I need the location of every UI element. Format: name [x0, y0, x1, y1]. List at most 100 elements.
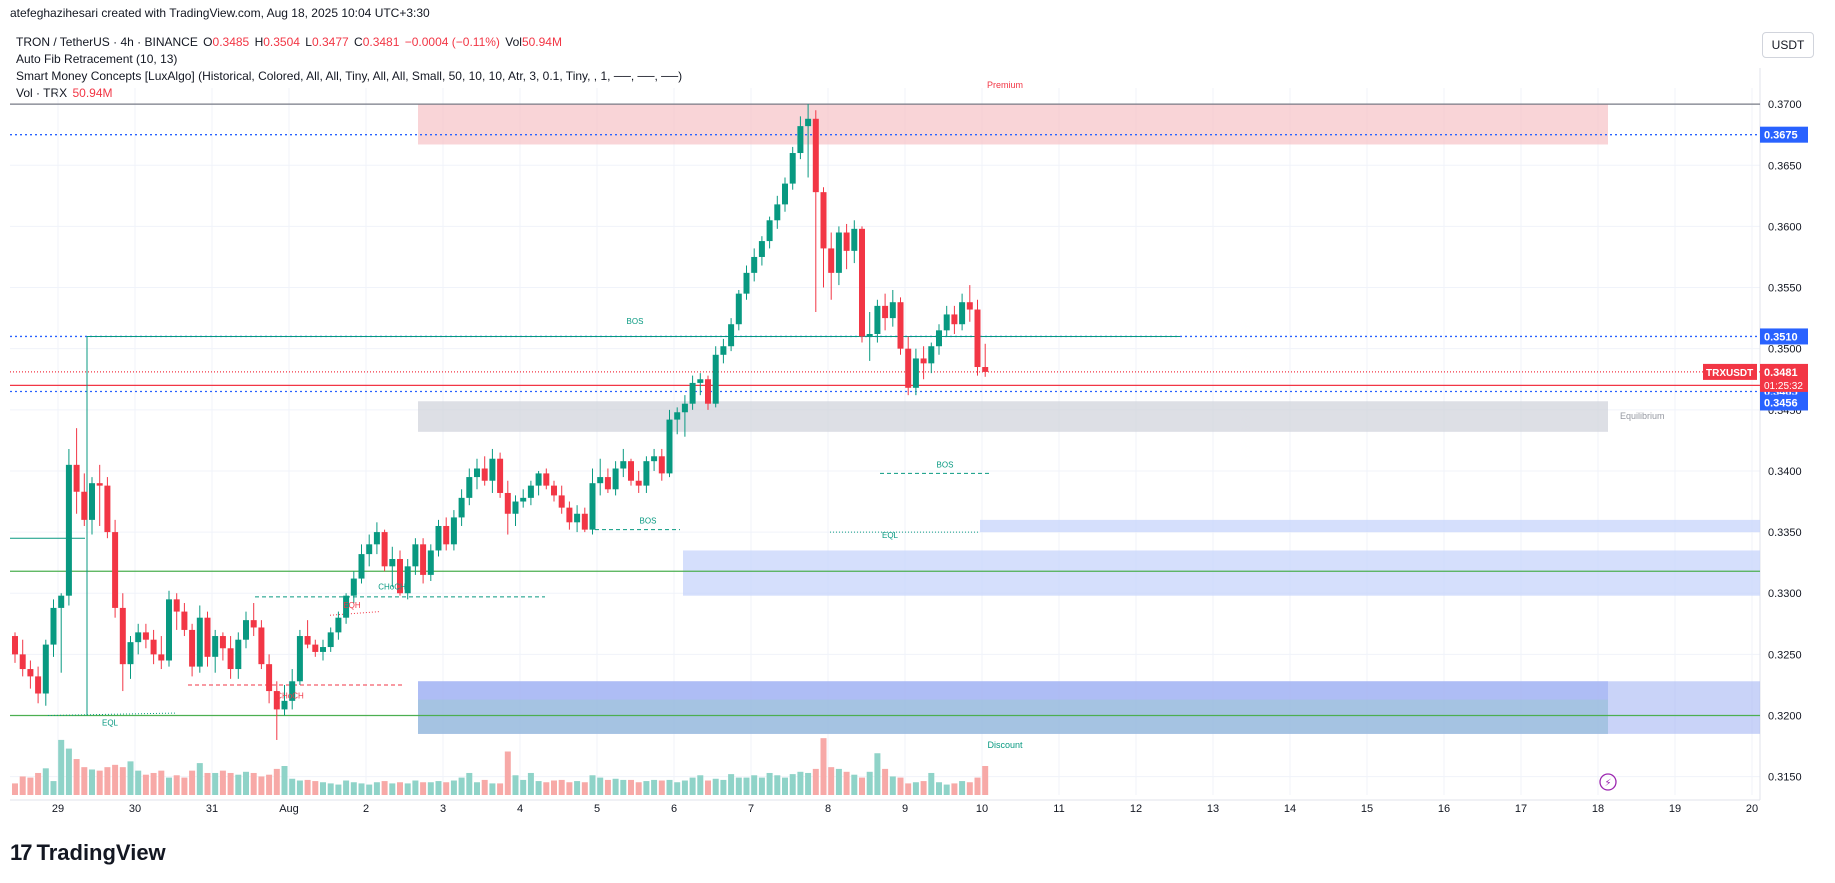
candle-body	[127, 642, 134, 665]
lightning-glyph: ⚡	[1604, 778, 1611, 789]
symbol-tag-bg	[1703, 363, 1757, 380]
volume-bar	[189, 770, 196, 795]
volume-bar	[481, 779, 488, 795]
volume-bar	[828, 767, 835, 795]
tradingview-brand[interactable]: 17 TradingView	[10, 840, 166, 866]
x-tick-label: 12	[1130, 803, 1142, 815]
volume-bar	[674, 782, 681, 795]
candle-body	[296, 636, 303, 682]
x-tick-label: 13	[1207, 803, 1219, 815]
structure-label: BOS	[640, 517, 657, 526]
candle-body	[420, 544, 427, 575]
volume-bar	[574, 781, 581, 795]
volume-bar	[758, 777, 765, 795]
candle-body	[112, 532, 119, 608]
volume-bar	[743, 777, 750, 795]
candle-body	[597, 477, 604, 484]
candle-body	[158, 654, 165, 661]
y-tick-label: 0.3650	[1768, 160, 1802, 172]
volume-bar	[458, 777, 465, 795]
volume-bar	[720, 779, 727, 795]
y-tick-label: 0.3300	[1768, 588, 1802, 600]
volume-bar	[589, 775, 596, 795]
x-tick-label: 17	[1515, 803, 1527, 815]
candle-body	[389, 558, 396, 567]
high-label: H	[254, 35, 264, 49]
volume-bar	[320, 782, 326, 795]
candle-body	[35, 676, 42, 694]
volume-bar	[543, 782, 550, 795]
volume-bar	[181, 777, 188, 795]
volume-bar	[104, 767, 111, 795]
y-tick-label: 0.3500	[1768, 344, 1802, 356]
volume-bar	[373, 782, 380, 795]
volume-bar	[227, 772, 234, 795]
vol-label: Vol	[505, 35, 522, 49]
x-tick-label: 7	[748, 803, 754, 815]
candle-body	[119, 607, 126, 665]
candle-body	[543, 473, 550, 486]
volume-bar	[812, 768, 819, 795]
volume-bar	[527, 772, 534, 795]
volume-bar	[42, 768, 49, 795]
price-chart[interactable]: BOS BOS BOS CHoCH CHoCH EQH EQL EQL Premium Equil…	[0, 0, 1835, 835]
candle-body	[789, 153, 796, 184]
zone-premium	[418, 104, 1608, 145]
volume-bar	[712, 778, 719, 795]
indicator-fib[interactable]: Auto Fib Retracement (10, 13)	[16, 52, 178, 66]
candle-body	[50, 607, 57, 645]
volume-bar	[158, 770, 165, 795]
volume-bar	[35, 772, 42, 795]
candle-body	[212, 636, 219, 657]
volume-bar	[427, 782, 434, 795]
candle-body	[936, 330, 942, 347]
y-tick-label: 0.3700	[1768, 99, 1802, 111]
volume-bar	[959, 781, 966, 795]
candle-body	[166, 599, 172, 661]
candle-body	[204, 617, 211, 657]
volume-bar	[882, 768, 889, 795]
volume-bar	[874, 753, 881, 795]
x-tick-label: 18	[1592, 803, 1604, 815]
volume-bar	[735, 777, 742, 795]
candle-body	[335, 617, 342, 633]
symbol-tag-label: TRXUSDT	[1706, 368, 1753, 379]
volume-bar	[366, 784, 373, 795]
candle-body	[289, 681, 296, 701]
candle-body	[766, 220, 773, 242]
volume-bar	[697, 775, 704, 795]
candle-body	[243, 620, 249, 640]
close-label: C	[354, 35, 363, 49]
candle-body	[266, 664, 273, 692]
volume-indicator-value: 50.94M	[72, 86, 113, 100]
candle-body	[951, 314, 958, 325]
candle-body	[458, 497, 465, 518]
candle-body	[196, 617, 203, 667]
volume-bar	[597, 777, 604, 795]
volume-bar	[666, 779, 673, 795]
indicator-smc[interactable]: Smart Money Concepts [LuxAlgo] (Historic…	[16, 69, 683, 83]
candle-body	[897, 302, 904, 349]
x-tick-label: Aug	[279, 803, 299, 815]
candle-body	[835, 232, 842, 273]
price-tag-bg	[1760, 363, 1808, 380]
indicator-volume[interactable]: Vol · TRX 50.94M	[16, 85, 682, 102]
x-tick-label: 30	[129, 803, 141, 815]
candle-body	[782, 183, 788, 205]
candle-body	[304, 636, 311, 645]
candle-body	[58, 595, 65, 608]
candle-body	[666, 419, 673, 474]
x-tick-label: 19	[1669, 803, 1681, 815]
currency-unit-button[interactable]: USDT	[1762, 32, 1814, 58]
candle-body	[635, 480, 642, 486]
x-tick-label: 16	[1438, 803, 1450, 815]
candle-body	[712, 354, 719, 404]
volume-bar	[358, 783, 365, 795]
volume-indicator-label: Vol · TRX	[16, 86, 68, 100]
volume-bar	[928, 772, 935, 795]
symbol-row[interactable]: TRON / TetherUS · 4h · BINANCE O0.3485 H…	[16, 34, 682, 51]
volume-bar	[966, 782, 973, 795]
y-tick-label: 0.3200	[1768, 711, 1802, 723]
x-tick-label: 14	[1284, 803, 1296, 815]
volume-bar	[643, 781, 650, 795]
